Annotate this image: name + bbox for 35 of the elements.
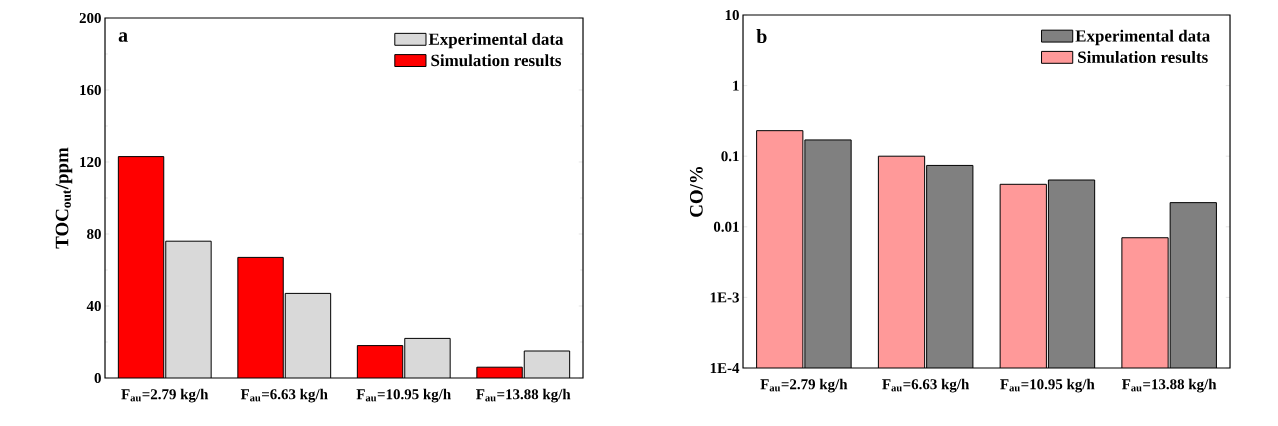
x-tick-label: F$_{au}$=13.88 kg/h: [1121, 378, 1217, 393]
bar: [118, 156, 164, 378]
annotation: b: [756, 29, 767, 44]
y-tick-label: 1: [733, 80, 739, 91]
y-tick-label: 160: [80, 84, 101, 96]
y-tick-label: 0: [94, 372, 101, 384]
y-axis-title: TOC$_{out}$/ppm: [55, 147, 73, 249]
x-tick-label: F$_{au}$=6.63 kg/h: [882, 378, 970, 393]
bar: [404, 338, 451, 378]
legend-label: Simulation results: [1078, 51, 1208, 63]
x-tick-label: F$_{au}$=2.79 kg/h: [760, 378, 848, 393]
x-tick-label: F$_{au}$=6.63 kg/h: [240, 388, 328, 403]
y-tick-label: 1E-3: [710, 292, 739, 303]
y-axis-title: CO/%: [689, 167, 703, 217]
bar: [357, 345, 403, 378]
y-tick-label: 120: [80, 156, 101, 168]
legend-label: Simulation results: [431, 54, 562, 67]
bar: [165, 241, 212, 378]
bar: [523, 350, 571, 378]
y-tick-label: 0.01: [713, 221, 739, 232]
y-tick-label: 80: [87, 228, 101, 240]
bar: [285, 293, 331, 378]
y-tick-label: 200: [79, 12, 101, 24]
y-tick-label: 40: [86, 300, 101, 312]
bar: [237, 257, 284, 378]
annotation: a: [118, 32, 128, 42]
x-tick-label: F$_{au}$=2.79 kg/h: [121, 388, 209, 403]
legend-label: Experimental data: [1075, 29, 1210, 46]
legend-label: Experimental data: [428, 32, 564, 49]
x-tick-label: F$_{au}$=10.95 kg/h: [1000, 378, 1095, 393]
y-tick-label: 0.1: [721, 151, 739, 162]
y-tick-label: 1E-4: [710, 363, 740, 373]
x-tick-label: F$_{au}$=13.88 kg/h: [476, 388, 571, 403]
x-tick-label: F$_{au}$=10.95 kg/h: [356, 388, 451, 403]
y-tick-label: 10: [725, 9, 739, 21]
